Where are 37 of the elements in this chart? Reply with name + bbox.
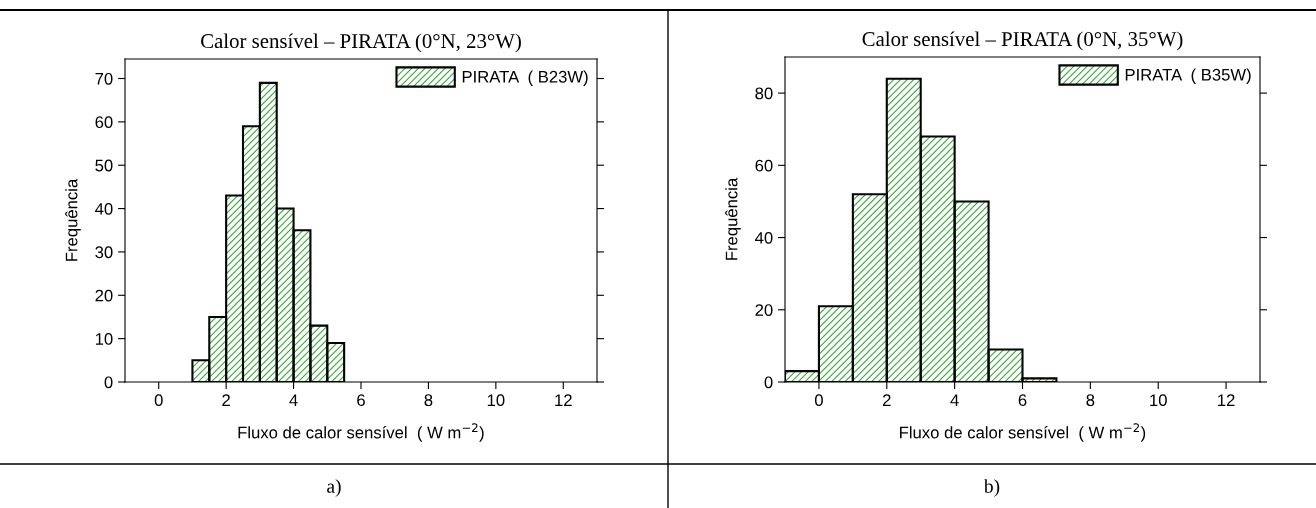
y-tick-label: 80 (755, 87, 773, 100)
y-tick-label: 20 (95, 289, 113, 302)
x-tick-label: 6 (1018, 394, 1027, 407)
x-tick-label: 10 (1150, 394, 1167, 407)
y-tick-label: 0 (764, 376, 773, 389)
x-tick-label: 12 (1218, 394, 1235, 406)
y-tick-label: 50 (95, 159, 113, 172)
x-tick-label: 4 (950, 394, 959, 406)
y-tick-label: 10 (95, 333, 113, 345)
y-tick-label: 60 (755, 159, 773, 172)
legend-label: PIRATA ( B23W) (462, 70, 588, 86)
y-tick-label: 20 (755, 304, 773, 316)
x-axis-title: Fluxo de calor sensível ( W m$^{−2}$) (900, 423, 1146, 442)
x-tick-label: 0 (154, 394, 163, 407)
x-tick-label: 2 (882, 394, 891, 406)
x-tick-label: 10 (487, 394, 505, 407)
y-axis-title: Frequência (725, 177, 741, 260)
y-axis-title: Frequência (65, 178, 81, 261)
text: b) (983, 479, 1000, 497)
x-tick-label: 0 (814, 394, 823, 407)
x-tick-label: 12 (555, 394, 572, 406)
y-tick-label: 40 (95, 202, 113, 215)
y-tick-label: 0 (104, 376, 113, 389)
x-tick-label: 2 (222, 394, 230, 406)
x-tick-label: 6 (357, 394, 365, 407)
y-tick-label: 40 (755, 231, 773, 244)
x-axis-title: Fluxo de calor sensível ( W m$^{−2}$) (238, 423, 484, 442)
y-tick-label: 30 (95, 246, 113, 259)
chart-title: Calor sensível – PIRATA (0°N, 23°W) (201, 33, 521, 53)
x-tick-label: 8 (1086, 394, 1095, 407)
x-tick-label: 4 (289, 394, 298, 406)
text: a) (327, 479, 341, 497)
chart-title: Calor sensível – PIRATA (0°N, 35°W) (862, 31, 1183, 51)
y-tick-label: 60 (95, 116, 113, 129)
y-tick-label: 70 (95, 72, 113, 85)
legend-label: PIRATA ( B35W) (1125, 68, 1251, 84)
x-tick-label: 8 (424, 394, 433, 407)
